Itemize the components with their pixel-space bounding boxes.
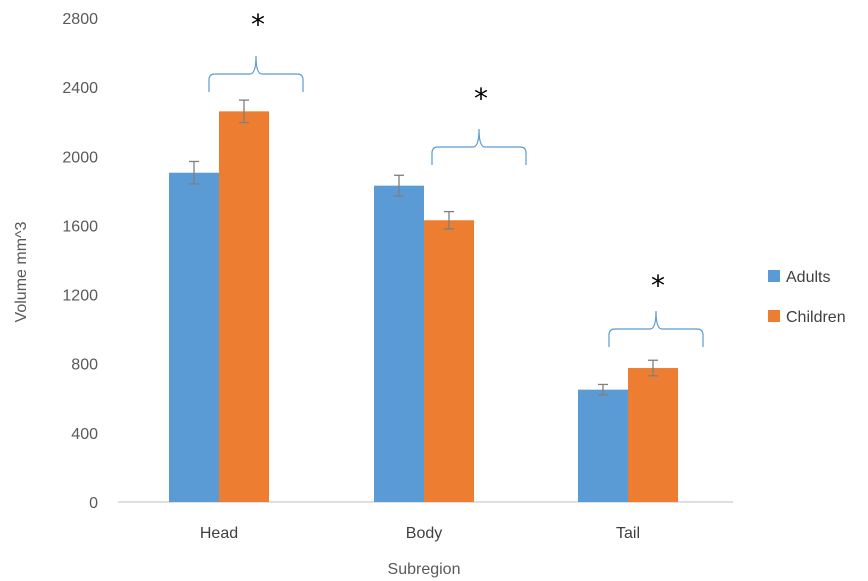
significance-bracket — [431, 128, 527, 165]
error-bar — [189, 160, 199, 185]
significance-star: * — [474, 82, 488, 115]
x-category-label: Head — [200, 525, 238, 542]
bar-adults-body — [374, 185, 424, 502]
bar-adults-head — [169, 172, 219, 502]
legend-item: Adults — [768, 269, 830, 286]
error-bar — [598, 383, 608, 396]
y-tick-label: 400 — [71, 426, 98, 443]
significance-bracket — [208, 55, 304, 92]
x-category-label: Body — [406, 525, 442, 542]
error-bar — [648, 359, 658, 377]
x-category-label: Tail — [616, 525, 640, 542]
error-bar — [394, 174, 404, 197]
y-tick-label: 2000 — [62, 149, 98, 166]
y-tick-label: 2400 — [62, 80, 98, 97]
y-tick-label: 1600 — [62, 218, 98, 235]
legend-swatch — [768, 310, 780, 322]
y-tick-label: 2800 — [62, 11, 98, 28]
legend-swatch — [768, 270, 780, 282]
error-bar — [239, 99, 249, 124]
significance-brackets: * * * — [208, 8, 704, 347]
bar-children-body — [424, 220, 474, 502]
x-axis-title: Subregion — [388, 561, 461, 578]
y-tick-label: 0 — [89, 495, 98, 512]
bar-children-head — [219, 111, 269, 502]
bars — [169, 111, 678, 502]
significance-star: * — [251, 8, 265, 41]
legend-item: Children — [768, 309, 846, 326]
y-tick-label: 800 — [71, 357, 98, 374]
y-axis-ticks: 0 400 800 1200 1600 2000 2400 2800 — [62, 11, 98, 512]
x-axis-categories: Head Body Tail — [200, 525, 640, 542]
legend: Adults Children — [768, 269, 846, 326]
error-bar — [444, 210, 454, 230]
y-tick-label: 1200 — [62, 288, 98, 305]
significance-star: * — [651, 269, 665, 302]
y-axis-title: Volume mm^3 — [13, 221, 30, 322]
legend-label: Adults — [786, 269, 830, 286]
bar-adults-tail — [578, 389, 628, 502]
bar-children-tail — [628, 368, 678, 502]
significance-bracket — [608, 310, 704, 347]
legend-label: Children — [786, 309, 846, 326]
error-bars — [189, 99, 658, 396]
